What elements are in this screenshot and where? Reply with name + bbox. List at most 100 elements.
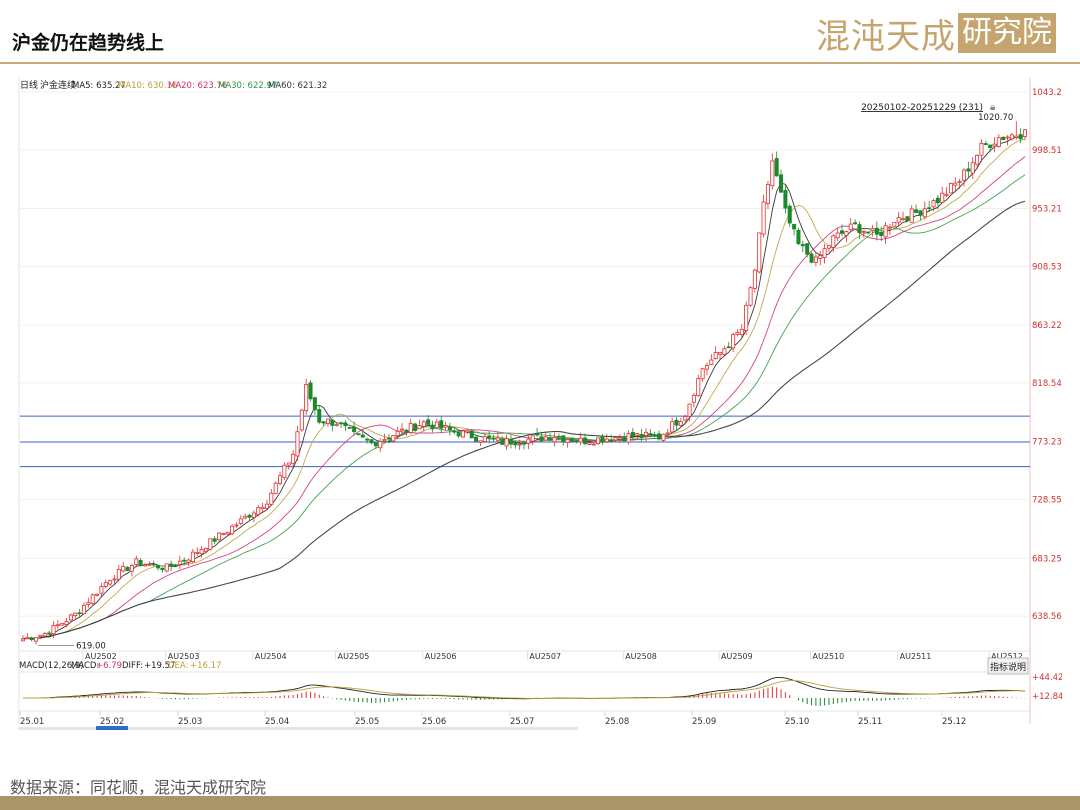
candle-body: [204, 549, 207, 552]
candle-body: [527, 439, 530, 443]
candle-body: [448, 428, 451, 430]
annotations: 1020.70 619.00: [38, 113, 1013, 652]
candle-body: [570, 439, 573, 442]
candle-body: [479, 441, 482, 443]
candle-body: [226, 532, 229, 534]
candle-body: [405, 430, 408, 431]
date-axis: 25.01 25.02 25.03 25.04 25.05 25.06 25.07 25.08…: [20, 711, 966, 727]
candle-body: [588, 443, 591, 445]
candle-body: [196, 552, 199, 553]
candle-body: [997, 138, 1000, 147]
candle-body: [679, 421, 682, 425]
candle-body: [348, 427, 351, 428]
candle-body: [366, 439, 369, 440]
scrollbar[interactable]: [18, 726, 578, 730]
candle-body: [156, 566, 159, 568]
candle-body: [483, 437, 486, 442]
candle-body: [989, 145, 992, 148]
candle-body: [849, 224, 852, 230]
candle-body: [239, 519, 242, 524]
candle-body: [509, 440, 512, 444]
candle-body: [48, 633, 51, 634]
candle-body: [901, 219, 904, 220]
candle-body: [745, 305, 748, 330]
candle-body: [335, 425, 338, 426]
candle-body: [457, 432, 460, 436]
candle-body: [518, 444, 521, 445]
grid-lines: [19, 78, 1030, 724]
candle-body: [675, 420, 678, 425]
candle-body: [318, 409, 321, 422]
candle-body: [893, 223, 896, 227]
candle-body: [422, 422, 425, 427]
indicator-help-label[interactable]: 指标说明: [990, 661, 1026, 673]
candle-body: [488, 436, 491, 437]
candle-body: [370, 440, 373, 443]
candle-body: [139, 560, 142, 565]
candle-body: [514, 443, 517, 445]
candle-body: [331, 420, 334, 425]
candle-body: [135, 559, 138, 565]
date-label: 25.06: [422, 717, 446, 727]
candle-body: [313, 398, 316, 410]
candle-body: [52, 625, 55, 633]
macd-tick-label: +44.42: [1032, 673, 1062, 683]
candle-body: [692, 395, 695, 402]
candle-body: [596, 438, 599, 444]
moving-average-lines: [23, 135, 1025, 639]
contract-label: AU2502: [85, 652, 117, 661]
candle-body: [113, 579, 116, 580]
candle-body: [788, 206, 791, 223]
candle-body: [261, 507, 264, 508]
candle-body: [440, 421, 443, 428]
candle-body: [697, 379, 700, 396]
chart-panel[interactable]: 日线 沪金连续 MA5: 635.27 MA10: 630.16 MA20: 623…: [18, 74, 1062, 734]
candle-body: [967, 169, 970, 171]
candle-body: [435, 422, 438, 428]
candle-body: [862, 231, 865, 232]
candle-body: [65, 621, 68, 624]
candle-body: [357, 434, 360, 435]
candle-body: [270, 493, 273, 504]
date-label: 25.10: [785, 717, 809, 727]
candle-body: [557, 436, 560, 437]
macd-panel: +44.42 +12.84: [20, 672, 1062, 711]
lock-icon[interactable]: 🔒︎: [990, 102, 995, 113]
candle-body: [797, 230, 800, 243]
candle-body: [383, 439, 386, 440]
candle-body: [257, 508, 260, 515]
candle-body: [309, 383, 312, 399]
date-label: 25.01: [20, 717, 44, 727]
scrollbar-thumb[interactable]: [96, 726, 128, 730]
candle-body: [296, 432, 299, 456]
candle-body: [87, 603, 90, 605]
candle-body: [174, 565, 177, 566]
candle-body: [374, 443, 377, 446]
candle-body: [793, 224, 796, 229]
candle-body: [165, 564, 168, 571]
macd-tick-label: +12.84: [1032, 692, 1062, 702]
contract-labels: AU2502 AU2503 AU2504 AU2505 AU2506 AU2507 AU25…: [83, 651, 1023, 661]
candle-body: [853, 223, 856, 224]
candle-body: [82, 605, 85, 613]
candle-body: [888, 227, 891, 228]
candle-body: [431, 425, 434, 429]
candle-body: [784, 190, 787, 208]
candle-body: [213, 539, 216, 542]
candle-body: [283, 465, 286, 477]
range-label[interactable]: 20250102-20251229 (231): [861, 103, 983, 113]
candle-body: [910, 209, 913, 222]
candle-body: [980, 143, 983, 155]
y-tick-label: 908.53: [1032, 262, 1062, 272]
contract-label: AU2510: [813, 652, 845, 661]
candle-body: [148, 564, 151, 565]
contract-label: AU2511: [900, 652, 932, 661]
logo-text: 混沌天成: [816, 9, 956, 58]
candle-body: [501, 439, 504, 445]
macd-value: +6.79: [96, 661, 122, 671]
candle-body: [840, 231, 843, 234]
candle-body: [61, 623, 64, 625]
page-title: 沪金仍在趋势线上: [12, 28, 164, 55]
candle-body: [962, 170, 965, 180]
